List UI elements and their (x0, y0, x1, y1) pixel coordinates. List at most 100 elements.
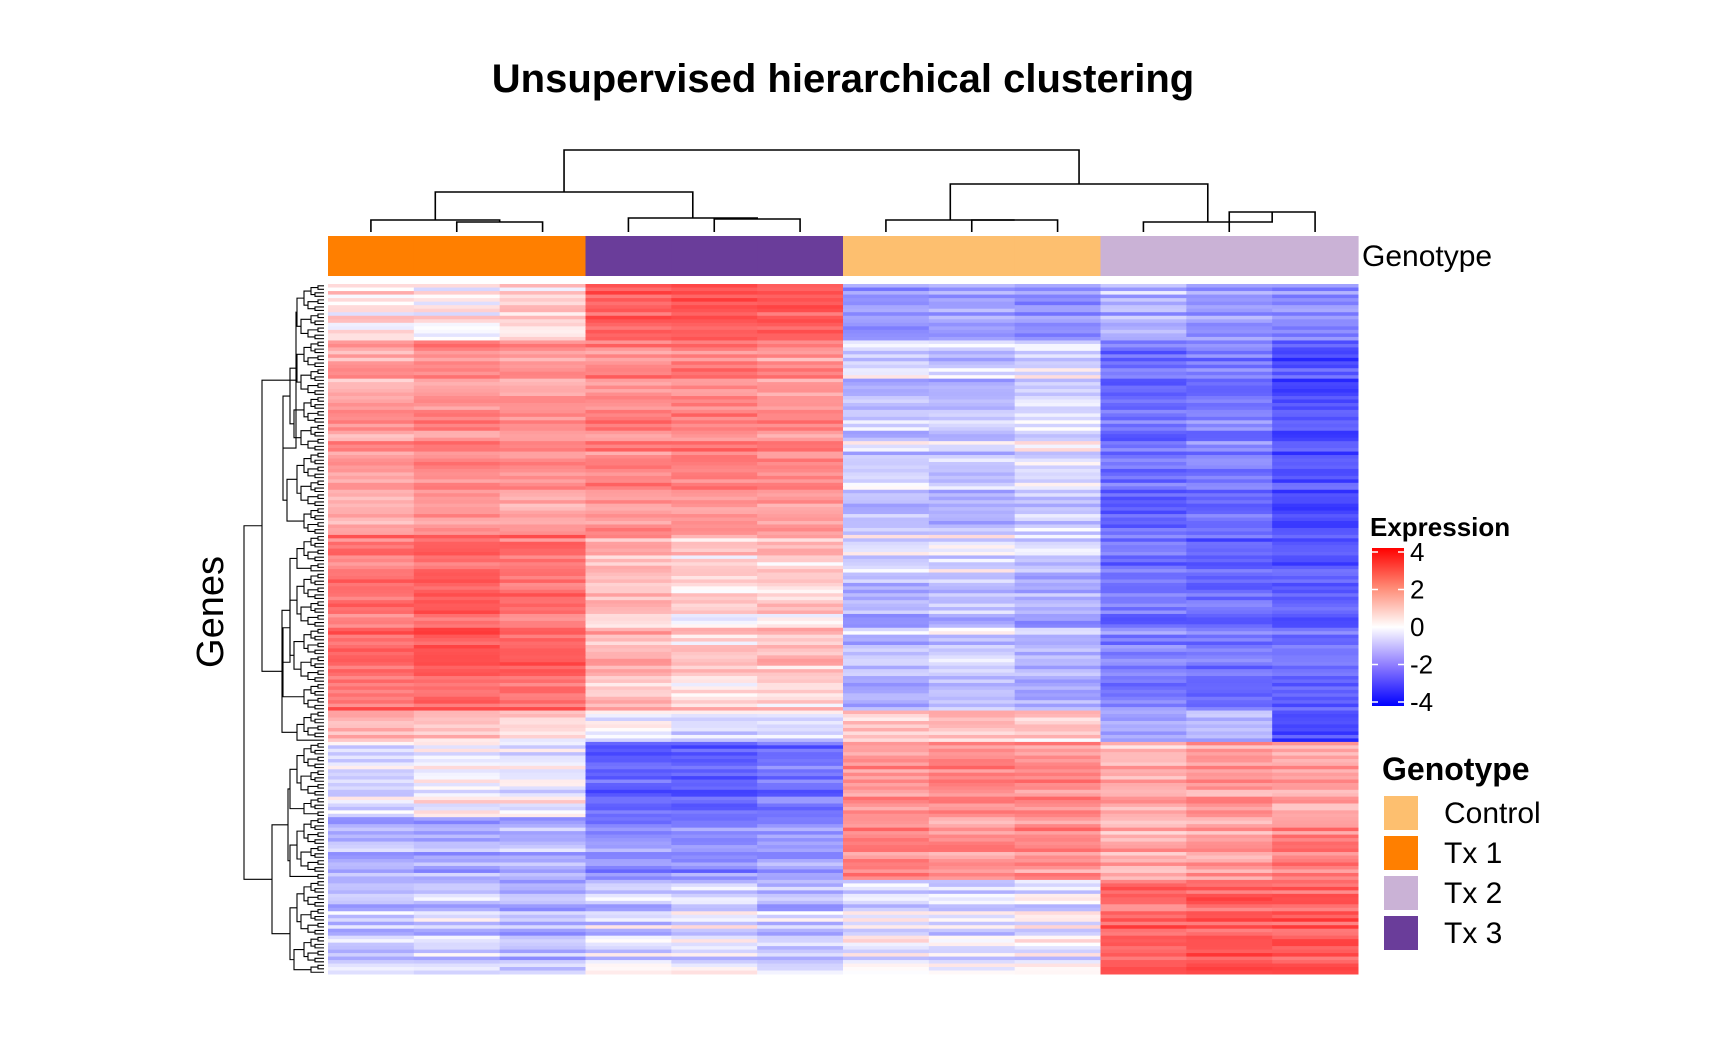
heatmap-cell (843, 696, 930, 701)
heatmap-cell (1100, 734, 1187, 739)
heatmap-cell (843, 493, 930, 498)
heatmap-cell (1186, 779, 1273, 784)
heatmap-cell (499, 613, 586, 618)
heatmap-cell (413, 925, 501, 930)
heatmap-cell (671, 434, 758, 439)
heatmap-cell (499, 534, 586, 539)
heatmap-cell (328, 710, 415, 715)
heatmap-cell (757, 963, 844, 968)
heatmap-cell (1272, 545, 1359, 550)
heatmap-cell (413, 291, 501, 296)
heatmap-cell (413, 865, 501, 870)
heatmap-cell (499, 893, 586, 898)
heatmap-cell (928, 738, 1016, 743)
heatmap-cell (1100, 589, 1187, 594)
heatmap-cell (585, 776, 672, 781)
heatmap-cell (757, 769, 844, 774)
heatmap-cell (328, 779, 415, 784)
heatmap-cell (757, 315, 844, 320)
heatmap-cell (928, 496, 1016, 501)
heatmap-cell (1100, 576, 1187, 580)
dendrogram-link (317, 846, 324, 851)
heatmap-cell (757, 872, 844, 877)
heatmap-cell (1186, 486, 1273, 491)
heatmap-cell (671, 886, 758, 891)
heatmap-cell (413, 645, 501, 649)
heatmap-cell (1100, 859, 1187, 863)
heatmap-cell (328, 371, 415, 376)
heatmap-cell (757, 970, 844, 975)
heatmap-cell (585, 855, 672, 860)
heatmap-cell (1014, 960, 1101, 965)
heatmap-cell (671, 538, 758, 543)
heatmap-cell (1014, 641, 1101, 646)
heatmap-cell (757, 517, 844, 522)
heatmap-cell (1272, 745, 1359, 750)
dendrogram-link (563, 149, 1080, 192)
heatmap-cell (1014, 437, 1101, 442)
heatmap-cell (1100, 953, 1187, 958)
heatmap-cell (1100, 914, 1187, 919)
heatmap-cell (1186, 336, 1273, 341)
dendrogram-link (317, 299, 324, 304)
heatmap-cell (671, 329, 758, 334)
heatmap-cell (1272, 779, 1359, 784)
dendrogram-link (314, 902, 324, 907)
heatmap-cell (671, 465, 758, 470)
heatmap-cell (928, 731, 1016, 736)
heatmap-cell (843, 800, 930, 804)
dendrogram-link (307, 699, 318, 708)
heatmap-cell (499, 364, 586, 369)
heatmap-cell (1014, 700, 1101, 705)
heatmap-cell (585, 918, 672, 923)
heatmap-cell (671, 932, 758, 937)
heatmap-cell (413, 883, 501, 888)
heatmap-cell (757, 378, 844, 383)
heatmap-cell (328, 806, 415, 811)
heatmap-cell (843, 634, 930, 639)
heatmap-cell (328, 879, 415, 884)
heatmap-cell (1272, 389, 1359, 394)
heatmap-cell (585, 524, 672, 529)
heatmap-cell (499, 305, 586, 310)
heatmap-cell (499, 714, 586, 719)
heatmap-cell (843, 869, 930, 874)
heatmap-cell (1014, 582, 1101, 587)
heatmap-cell (585, 572, 672, 577)
heatmap-cell (671, 731, 758, 736)
heatmap-cell (1100, 287, 1187, 292)
heatmap-cell (1272, 468, 1359, 473)
heatmap-cell (757, 534, 844, 539)
heatmap-cell (671, 389, 758, 394)
heatmap-cell (413, 734, 501, 739)
heatmap-cell (1186, 613, 1273, 618)
heatmap-cell (499, 558, 586, 563)
heatmap-cell (1100, 897, 1187, 902)
heatmap-cell (413, 676, 501, 680)
heatmap-cell (328, 820, 415, 825)
heatmap-cell (328, 284, 415, 289)
heatmap-cell (499, 782, 586, 787)
heatmap-cell (1272, 914, 1359, 919)
heatmap-cell (928, 326, 1016, 331)
heatmap-cell (1100, 765, 1187, 770)
dendrogram-link (314, 556, 324, 562)
heatmap-cell (928, 967, 1016, 972)
heatmap-cell (413, 455, 501, 460)
color-scale-title: Expression (1370, 512, 1510, 542)
heatmap-cell (671, 441, 758, 446)
heatmap-cell (757, 741, 844, 746)
heatmap-cell (1014, 852, 1101, 857)
heatmap-cell (757, 634, 844, 639)
heatmap-cell (671, 562, 758, 567)
heatmap-cell (928, 693, 1016, 698)
heatmap-cell (757, 820, 844, 825)
dendrogram-link (314, 418, 324, 423)
heatmap-cell (757, 565, 844, 570)
heatmap-cell (1272, 838, 1359, 843)
heatmap-cell (843, 939, 930, 944)
heatmap-cell (757, 507, 844, 512)
heatmap-cell (328, 638, 415, 643)
dendrogram-link (317, 922, 324, 928)
heatmap-cell (757, 357, 844, 362)
